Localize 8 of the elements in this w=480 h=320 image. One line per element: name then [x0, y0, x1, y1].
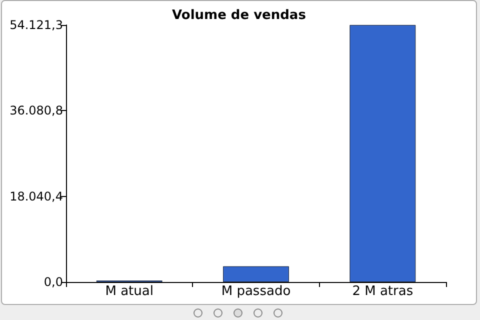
- y-tick-label: 54.121,3: [10, 18, 63, 32]
- y-tick-label: 36.080,8: [10, 104, 63, 118]
- x-tick-label: 2 M atras: [352, 284, 414, 299]
- chart-title: Volume de vendas: [172, 8, 306, 23]
- y-tick-label: 18.040,4: [10, 189, 63, 204]
- y-tick-label: 0,0: [44, 275, 63, 289]
- x-tick-label: M atual: [105, 284, 154, 299]
- x-tick-label: M passado: [221, 284, 291, 299]
